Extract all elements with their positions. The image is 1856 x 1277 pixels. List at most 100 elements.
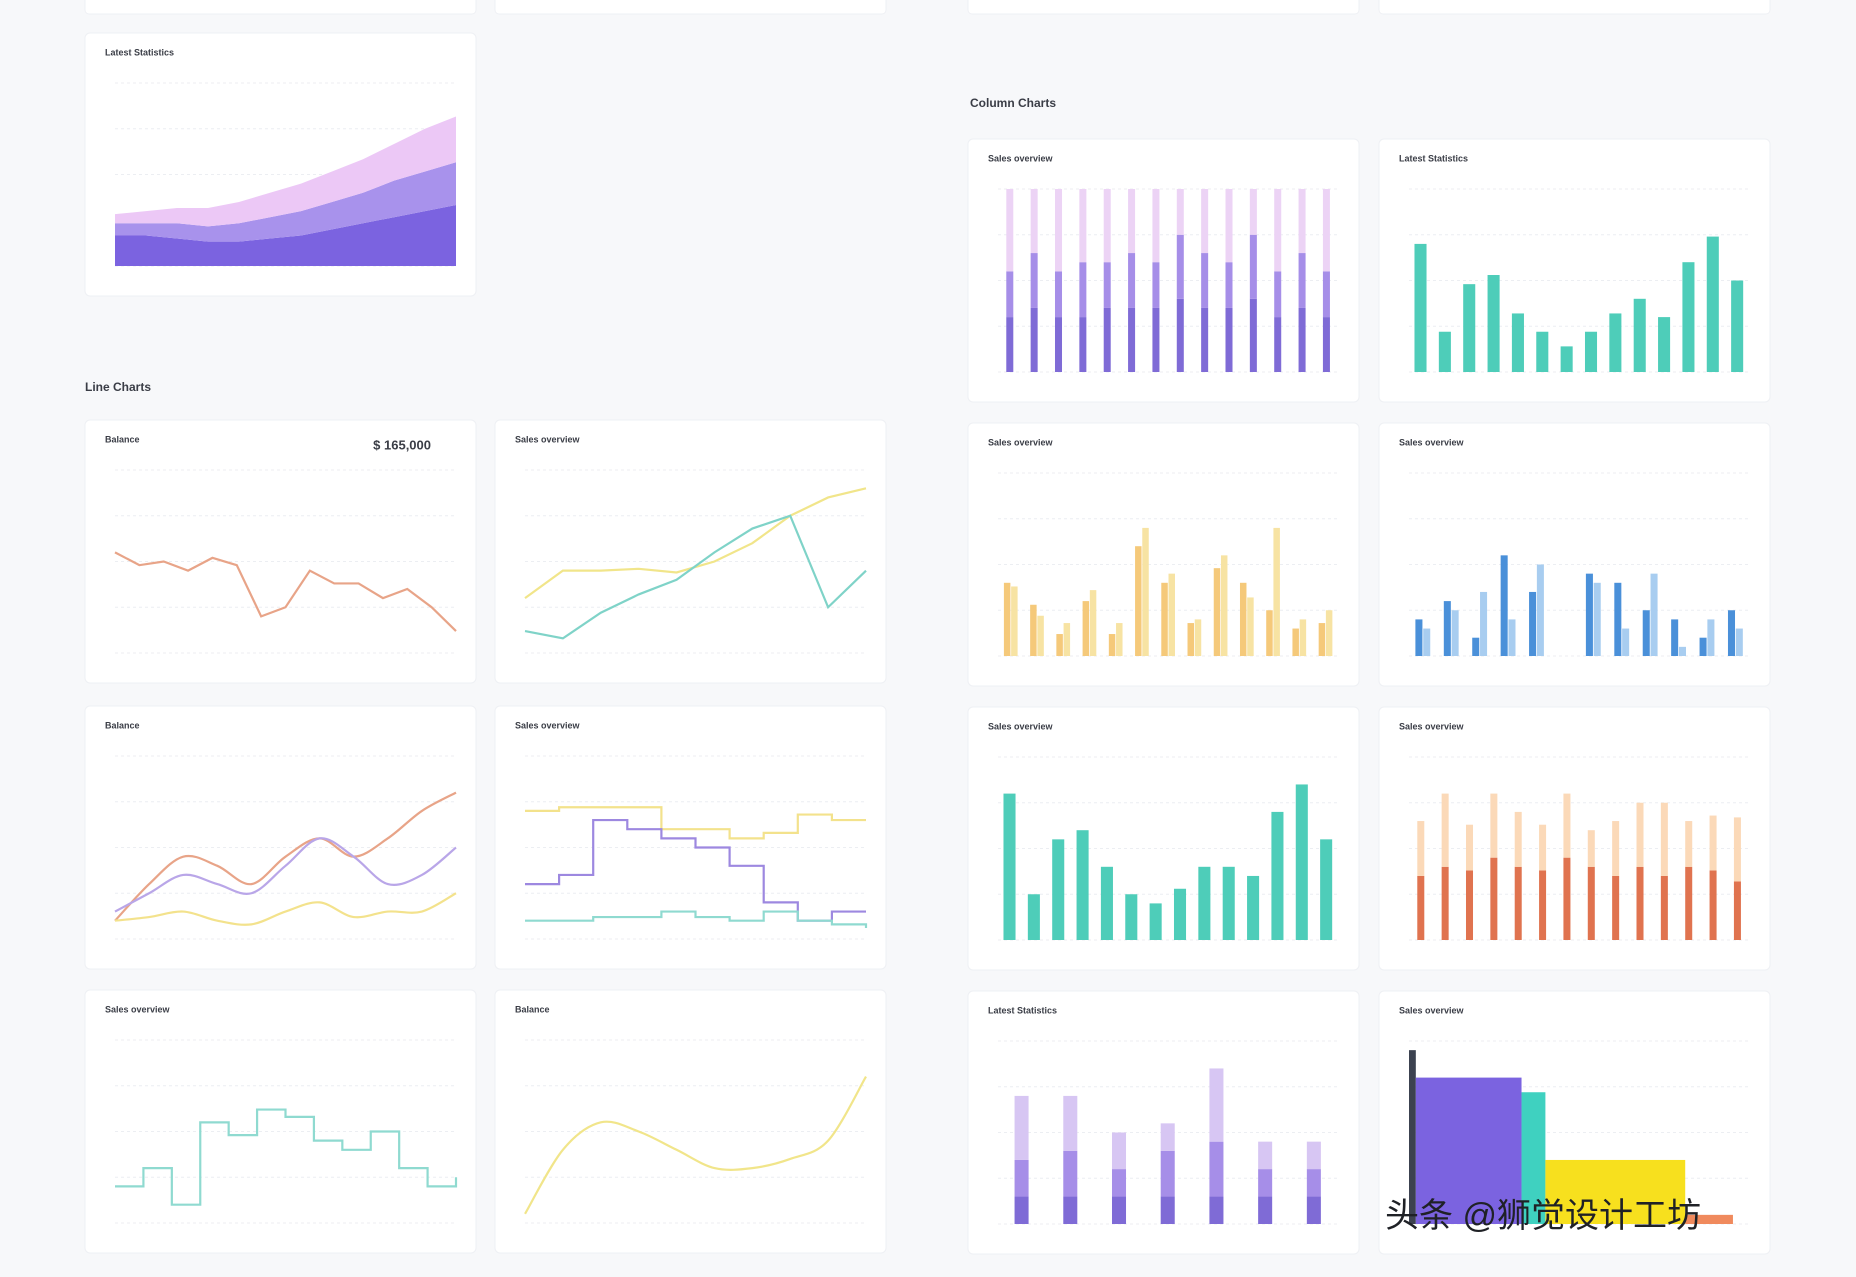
- bar: [1220, 555, 1228, 656]
- bar: [1249, 298, 1257, 372]
- bar: [1082, 601, 1090, 656]
- bar: [1298, 253, 1306, 308]
- bar: [1160, 1150, 1175, 1197]
- bar: [1731, 280, 1744, 372]
- bar: [1152, 189, 1160, 263]
- line: [525, 806, 866, 840]
- bar: [1030, 604, 1037, 656]
- card-title: Latest Statistics: [988, 1005, 1057, 1015]
- bar: [1194, 619, 1202, 656]
- bar: [1585, 573, 1593, 656]
- bar: [1176, 189, 1184, 235]
- bar: [1472, 637, 1480, 656]
- bar: [1258, 1196, 1273, 1224]
- bar: [1306, 1169, 1321, 1197]
- histogram-bar: [1409, 1050, 1416, 1224]
- bar: [1003, 582, 1011, 656]
- bar: [1490, 793, 1498, 858]
- bar: [1622, 628, 1630, 656]
- bar: [1508, 619, 1516, 656]
- bar: [1054, 189, 1063, 272]
- card-title: Sales overview: [988, 437, 1054, 447]
- bar: [1636, 866, 1644, 940]
- bar: [1054, 271, 1063, 318]
- bar: [1103, 189, 1111, 263]
- bar: [1201, 307, 1209, 372]
- bar: [1685, 866, 1693, 940]
- bar: [1465, 870, 1474, 940]
- card: [494, 419, 887, 684]
- bar: [1306, 1196, 1321, 1224]
- bar: [1014, 1159, 1029, 1197]
- bar: [1030, 253, 1038, 308]
- bar: [1160, 1123, 1175, 1151]
- bar: [1128, 253, 1136, 308]
- bar: [1487, 275, 1500, 372]
- bar: [1536, 331, 1549, 372]
- bar: [1298, 189, 1306, 254]
- bar: [1735, 628, 1743, 656]
- bar: [1539, 824, 1547, 871]
- card: [1378, 138, 1771, 403]
- bar: [1063, 1196, 1078, 1224]
- card-title: Sales overview: [1399, 1005, 1465, 1015]
- card: [84, 989, 477, 1254]
- bar: [1727, 610, 1736, 656]
- bar: [1614, 582, 1622, 656]
- bar: [1213, 568, 1221, 656]
- bar: [1249, 234, 1257, 299]
- card-title: Balance: [515, 1004, 550, 1014]
- bar: [1225, 307, 1233, 372]
- headline: $ 165,000: [373, 437, 431, 452]
- bar: [1089, 590, 1097, 656]
- bar: [1320, 839, 1333, 940]
- bar: [1480, 591, 1488, 656]
- card-title: Latest Statistics: [105, 47, 174, 57]
- bar: [1636, 802, 1644, 867]
- bar: [1187, 623, 1195, 656]
- bar: [1587, 866, 1595, 940]
- bar: [1539, 870, 1547, 940]
- bar: [1079, 189, 1087, 263]
- line: [115, 1108, 458, 1206]
- bar: [1500, 555, 1508, 656]
- card-title: Sales overview: [1399, 721, 1465, 731]
- bar: [1563, 857, 1571, 940]
- bar: [1111, 1132, 1127, 1170]
- bar: [1209, 1196, 1224, 1224]
- bar: [1201, 189, 1209, 254]
- bar: [1322, 189, 1330, 272]
- bar: [1593, 582, 1601, 656]
- bar: [1063, 1095, 1078, 1151]
- bar: [1682, 262, 1695, 372]
- histogram-bar: [1545, 1159, 1686, 1224]
- bar: [1030, 189, 1038, 254]
- bar: [1322, 317, 1330, 372]
- card-title: Balance: [105, 434, 140, 444]
- bar: [1100, 866, 1113, 940]
- card-title: Sales overview: [515, 434, 581, 444]
- area: [115, 162, 456, 242]
- bar: [1249, 189, 1257, 235]
- bar: [1685, 821, 1693, 867]
- card-title: Sales overview: [988, 153, 1054, 163]
- bar: [1037, 615, 1044, 656]
- bar: [1560, 346, 1573, 372]
- bar: [1658, 317, 1671, 372]
- bar: [1511, 313, 1524, 372]
- section-title: Column Charts: [970, 96, 1056, 110]
- bar: [1443, 601, 1451, 656]
- bar: [1417, 821, 1425, 876]
- bar: [1168, 573, 1175, 656]
- bar: [1006, 271, 1014, 318]
- bar: [1322, 271, 1330, 318]
- line: [524, 514, 867, 640]
- card-title: Latest Statistics: [1399, 153, 1468, 163]
- histogram-bar: [1521, 1092, 1546, 1224]
- area: [115, 205, 456, 266]
- bar: [1173, 888, 1187, 940]
- bar: [1014, 1196, 1029, 1224]
- bar: [1266, 610, 1273, 656]
- card: [967, 0, 1360, 15]
- card: [1378, 0, 1771, 15]
